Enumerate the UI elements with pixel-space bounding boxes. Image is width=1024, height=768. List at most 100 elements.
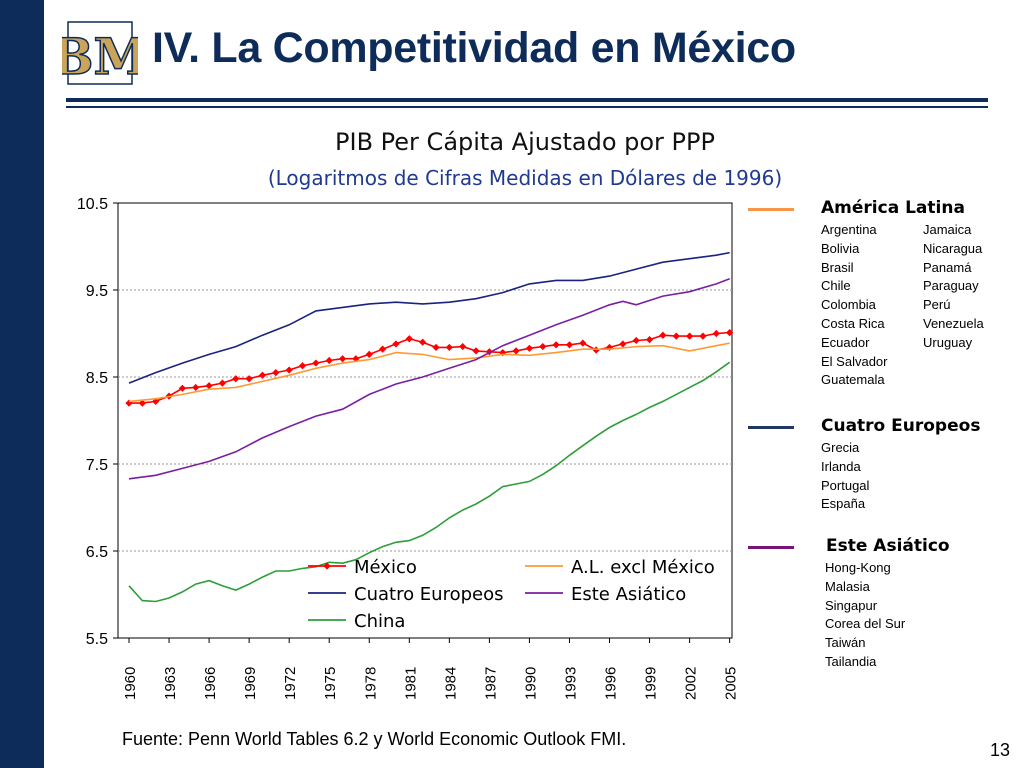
series-point-m-xico (178, 384, 186, 392)
x-tick-label: 1984 (442, 667, 459, 700)
series-point-m-xico (726, 329, 734, 337)
country-name: Ecuador (821, 334, 870, 350)
source-note: Fuente: Penn World Tables 6.2 y World Ec… (122, 729, 627, 749)
series-point-m-xico (459, 342, 467, 351)
series-point-m-xico (565, 341, 574, 349)
country-name: Guatemala (821, 372, 885, 388)
series-point-m-xico (592, 346, 600, 354)
x-tick-label: 1975 (322, 667, 339, 700)
country-name: Irlanda (821, 458, 861, 474)
x-tick-label: 1999 (643, 667, 660, 700)
chart-title: PIB Per Cápita Ajustado por PPP (335, 128, 715, 156)
series-point-m-xico (659, 331, 667, 339)
series-point-m-xico (218, 379, 227, 387)
series-point-m-xico (432, 343, 440, 352)
country-name: El Salvador (821, 353, 888, 369)
series-point-m-xico (245, 375, 253, 383)
legend-label: Cuatro Europeos (354, 584, 504, 605)
series-point-m-xico (298, 362, 307, 370)
series-point-m-xico (645, 335, 654, 344)
series-point-m-xico (392, 340, 400, 348)
country-name: Perú (923, 297, 951, 313)
x-tick-label: 1996 (603, 667, 620, 700)
series-point-m-xico (712, 329, 720, 338)
country-name: Nicaragua (923, 240, 983, 256)
series-line-a-l-excl-m-xico (128, 342, 730, 403)
country-name: Bolivia (821, 240, 860, 256)
series-point-m-xico (579, 339, 587, 347)
legend-label: Este Asiático (571, 584, 686, 605)
series-point-m-xico (445, 343, 453, 352)
series-line-cuatro-europeos (128, 251, 730, 384)
svg-text:BM: BM (62, 27, 138, 86)
series-point-m-xico (686, 332, 694, 340)
x-tick-label: 1969 (242, 667, 259, 700)
country-name: Corea del Sur (825, 616, 906, 632)
series-point-m-xico (552, 341, 560, 349)
x-tick-label: 1987 (482, 667, 499, 700)
country-name: Brasil (821, 259, 854, 275)
series-point-m-xico (192, 383, 200, 392)
x-tick-label: 1981 (402, 667, 419, 700)
series-point-m-xico (419, 338, 427, 346)
title-rule-thin (66, 106, 988, 108)
y-tick-label: 10.5 (77, 196, 108, 213)
series-point-m-xico (539, 342, 547, 351)
country-name: Taiwán (825, 635, 866, 651)
legend-marker (323, 562, 331, 570)
group-legend-line (748, 546, 794, 549)
country-name: Jamaica (923, 222, 972, 237)
country-name: Malasia (825, 578, 870, 594)
series-point-m-xico (472, 347, 480, 355)
series-line-este-asi-tico (128, 277, 730, 480)
legend-label: México (354, 557, 417, 578)
group-title: Cuatro Europeos (821, 416, 981, 436)
country-name: Singapur (825, 597, 878, 613)
slide-title: IV. La Competitividad en México (152, 24, 796, 72)
series-point-m-xico (632, 336, 640, 345)
country-name: Tailandia (825, 654, 877, 669)
x-tick-label: 2005 (723, 667, 740, 700)
country-name: Costa Rica (821, 316, 885, 331)
chart-subtitle: (Logaritmos de Cifras Medidas en Dólares… (267, 166, 783, 190)
series-point-m-xico (138, 399, 146, 407)
series-point-m-xico (232, 375, 240, 383)
series-point-m-xico (405, 335, 413, 343)
x-tick-label: 1966 (202, 667, 219, 700)
country-name: Venezuela (923, 316, 984, 331)
bank-logo: BM (62, 21, 138, 87)
plot-area (117, 202, 733, 639)
country-name: Panamá (923, 259, 972, 275)
group-title: América Latina (821, 198, 965, 218)
series-point-m-xico (205, 382, 213, 390)
group-legend-line (748, 208, 794, 211)
x-tick-label: 1990 (522, 667, 539, 700)
x-tick-label: 1963 (162, 667, 179, 700)
series-point-m-xico (619, 340, 627, 348)
country-name: Paraguay (923, 278, 979, 294)
country-name: Chile (821, 278, 851, 294)
legend-label: A.L. excl México (571, 557, 715, 578)
country-name: Portugal (821, 477, 870, 493)
x-tick-label: 2002 (683, 667, 700, 700)
y-tick-label: 6.5 (86, 544, 108, 561)
series-line-china (128, 361, 731, 603)
y-tick-label: 8.5 (86, 370, 108, 387)
series-point-m-xico (525, 344, 534, 352)
title-rule-thick (66, 98, 988, 102)
series-point-m-xico (699, 332, 707, 340)
x-tick-label: 1960 (122, 667, 139, 700)
series-line-m-xico (129, 331, 730, 404)
country-name: España (821, 496, 866, 512)
country-name: Grecia (821, 440, 860, 455)
y-tick-label: 7.5 (86, 457, 108, 474)
country-name: Argentina (821, 222, 877, 237)
series-point-m-xico (272, 369, 280, 377)
series-point-m-xico (379, 345, 387, 353)
y-tick-label: 5.5 (86, 631, 108, 648)
country-name: Uruguay (923, 334, 973, 350)
left-sidebar-band (0, 0, 44, 768)
country-name: Hong-Kong (825, 560, 891, 575)
series-point-m-xico (365, 350, 373, 358)
